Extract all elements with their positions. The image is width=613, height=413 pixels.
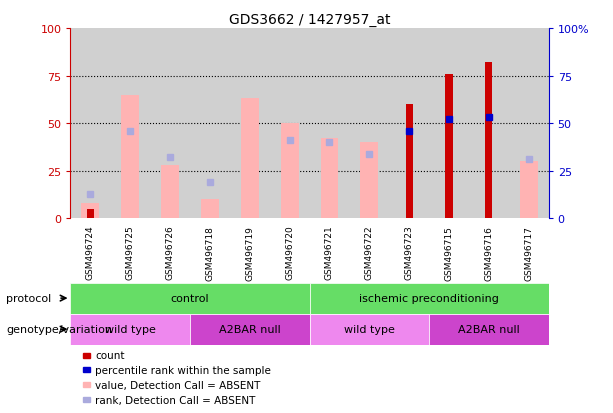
Bar (190, 314, 310, 345)
Text: wild type: wild type (105, 324, 156, 335)
Bar (485, 63, 492, 219)
Text: ischemic preconditioning: ischemic preconditioning (359, 293, 499, 304)
Text: control: control (170, 293, 210, 304)
Text: rank, Detection Call = ABSENT: rank, Detection Call = ABSENT (95, 395, 256, 405)
Bar (349, 29, 389, 219)
Bar (87, 209, 94, 219)
Bar (389, 29, 429, 219)
Bar (281, 124, 299, 219)
Title: GDS3662 / 1427957_at: GDS3662 / 1427957_at (229, 12, 390, 26)
Bar (509, 29, 549, 219)
Bar (161, 166, 179, 219)
Text: value, Detection Call = ABSENT: value, Detection Call = ABSENT (95, 380, 261, 390)
Bar (360, 143, 378, 219)
Bar (310, 283, 549, 314)
Bar (429, 29, 469, 219)
Bar (230, 29, 270, 219)
Text: wild type: wild type (344, 324, 395, 335)
Bar (520, 162, 538, 219)
Bar (469, 29, 509, 219)
Text: A2BAR null: A2BAR null (458, 324, 520, 335)
Bar (310, 314, 429, 345)
Bar (270, 29, 310, 219)
Bar (406, 105, 413, 219)
Text: percentile rank within the sample: percentile rank within the sample (95, 365, 271, 375)
Bar (121, 95, 139, 219)
Bar (70, 314, 190, 345)
Bar (446, 74, 452, 219)
Bar (429, 314, 549, 345)
Text: genotype/variation: genotype/variation (6, 324, 112, 335)
Bar (110, 29, 150, 219)
Bar (321, 139, 338, 219)
Text: count: count (95, 350, 124, 360)
Bar (310, 29, 349, 219)
Bar (70, 283, 310, 314)
Text: protocol: protocol (6, 293, 51, 304)
Bar (241, 99, 259, 219)
Bar (150, 29, 190, 219)
Bar (70, 29, 110, 219)
Bar (190, 29, 230, 219)
Bar (201, 200, 219, 219)
Text: A2BAR null: A2BAR null (219, 324, 281, 335)
Bar (82, 204, 99, 219)
